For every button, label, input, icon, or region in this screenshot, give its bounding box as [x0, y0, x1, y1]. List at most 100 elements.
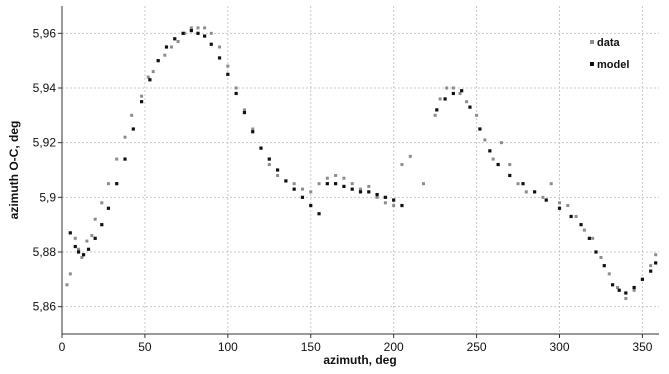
- point-model: [86, 247, 91, 251]
- point-model: [292, 187, 296, 191]
- point-model: [375, 193, 379, 197]
- point-data: [574, 214, 578, 218]
- point-model: [251, 130, 255, 134]
- x-tick-label: 350: [632, 340, 652, 354]
- point-model: [640, 277, 645, 281]
- point-model: [610, 283, 615, 287]
- y-axis-title: azimuth O-C, deg: [7, 121, 21, 220]
- point-model: [617, 288, 621, 292]
- point-model: [334, 182, 338, 186]
- y-tick-label: 5,94: [33, 81, 57, 95]
- legend-marker-data: [590, 40, 594, 44]
- point-data: [541, 195, 545, 199]
- x-tick-label: 250: [467, 340, 487, 354]
- point-model: [624, 291, 628, 295]
- point-data: [251, 127, 255, 131]
- point-model: [93, 236, 97, 240]
- y-tick-label: 5,88: [33, 245, 57, 259]
- point-model: [226, 72, 230, 76]
- point-data: [558, 201, 561, 205]
- point-data: [218, 45, 222, 49]
- point-data: [438, 97, 442, 101]
- point-data: [90, 234, 94, 238]
- point-data: [276, 173, 280, 177]
- point-data: [115, 157, 119, 161]
- point-data: [359, 187, 362, 191]
- point-model: [267, 157, 271, 161]
- point-data: [392, 204, 396, 208]
- point-data: [183, 31, 187, 35]
- point-data: [169, 45, 173, 49]
- point-data: [445, 86, 449, 90]
- point-model: [203, 34, 207, 38]
- point-model: [81, 253, 86, 257]
- point-model: [173, 37, 177, 41]
- point-data: [383, 201, 387, 205]
- point-data: [68, 272, 72, 276]
- point-data: [77, 247, 81, 251]
- point-data: [549, 182, 553, 186]
- point-data: [146, 75, 150, 79]
- point-model: [460, 89, 464, 93]
- point-model: [325, 182, 329, 186]
- point-data: [458, 91, 462, 95]
- point-model: [602, 264, 606, 268]
- point-data: [100, 201, 104, 205]
- point-data: [176, 40, 180, 44]
- point-model: [123, 157, 127, 161]
- y-tick-label: 5,92: [33, 136, 57, 150]
- point-model: [115, 182, 119, 186]
- x-tick-label: 200: [384, 340, 404, 354]
- point-data: [234, 86, 238, 90]
- point-data: [267, 163, 271, 167]
- point-data: [508, 163, 512, 167]
- point-data: [309, 190, 313, 194]
- point-data: [163, 53, 167, 57]
- point-data: [209, 31, 213, 35]
- point-data: [400, 163, 404, 167]
- point-model: [587, 236, 591, 240]
- point-data: [300, 187, 304, 191]
- y-tick-label: 5,96: [33, 26, 57, 40]
- point-data: [408, 154, 412, 158]
- point-data: [350, 182, 354, 186]
- point-model: [478, 127, 482, 131]
- point-model: [317, 212, 321, 216]
- point-model: [242, 111, 247, 115]
- point-model: [569, 214, 573, 219]
- point-data: [203, 26, 207, 30]
- point-model: [496, 162, 500, 167]
- y-tick-label: 5,86: [33, 300, 57, 314]
- point-model: [435, 108, 439, 112]
- point-model: [131, 127, 135, 131]
- point-data: [226, 64, 230, 68]
- series-model: [68, 29, 658, 295]
- point-data: [616, 286, 620, 290]
- point-data: [582, 228, 586, 232]
- legend-marker-model: [590, 62, 594, 66]
- point-model: [189, 29, 193, 33]
- legend: data model: [590, 37, 629, 71]
- point-model: [579, 223, 583, 227]
- point-model: [76, 250, 81, 254]
- point-data: [93, 217, 97, 221]
- point-model: [275, 168, 280, 172]
- point-model: [196, 31, 200, 35]
- point-data: [483, 138, 487, 142]
- point-model: [544, 198, 548, 202]
- point-model: [300, 195, 305, 199]
- x-tick-label: 150: [301, 340, 321, 354]
- point-model: [654, 261, 658, 265]
- point-data: [499, 141, 503, 145]
- point-data: [189, 26, 193, 30]
- point-model: [557, 206, 562, 210]
- point-data: [566, 204, 570, 208]
- point-data: [342, 176, 346, 180]
- point-model: [400, 203, 404, 208]
- point-model: [217, 56, 222, 60]
- point-data: [196, 26, 200, 30]
- point-data: [123, 135, 127, 139]
- point-model: [451, 91, 455, 96]
- point-data: [524, 190, 528, 194]
